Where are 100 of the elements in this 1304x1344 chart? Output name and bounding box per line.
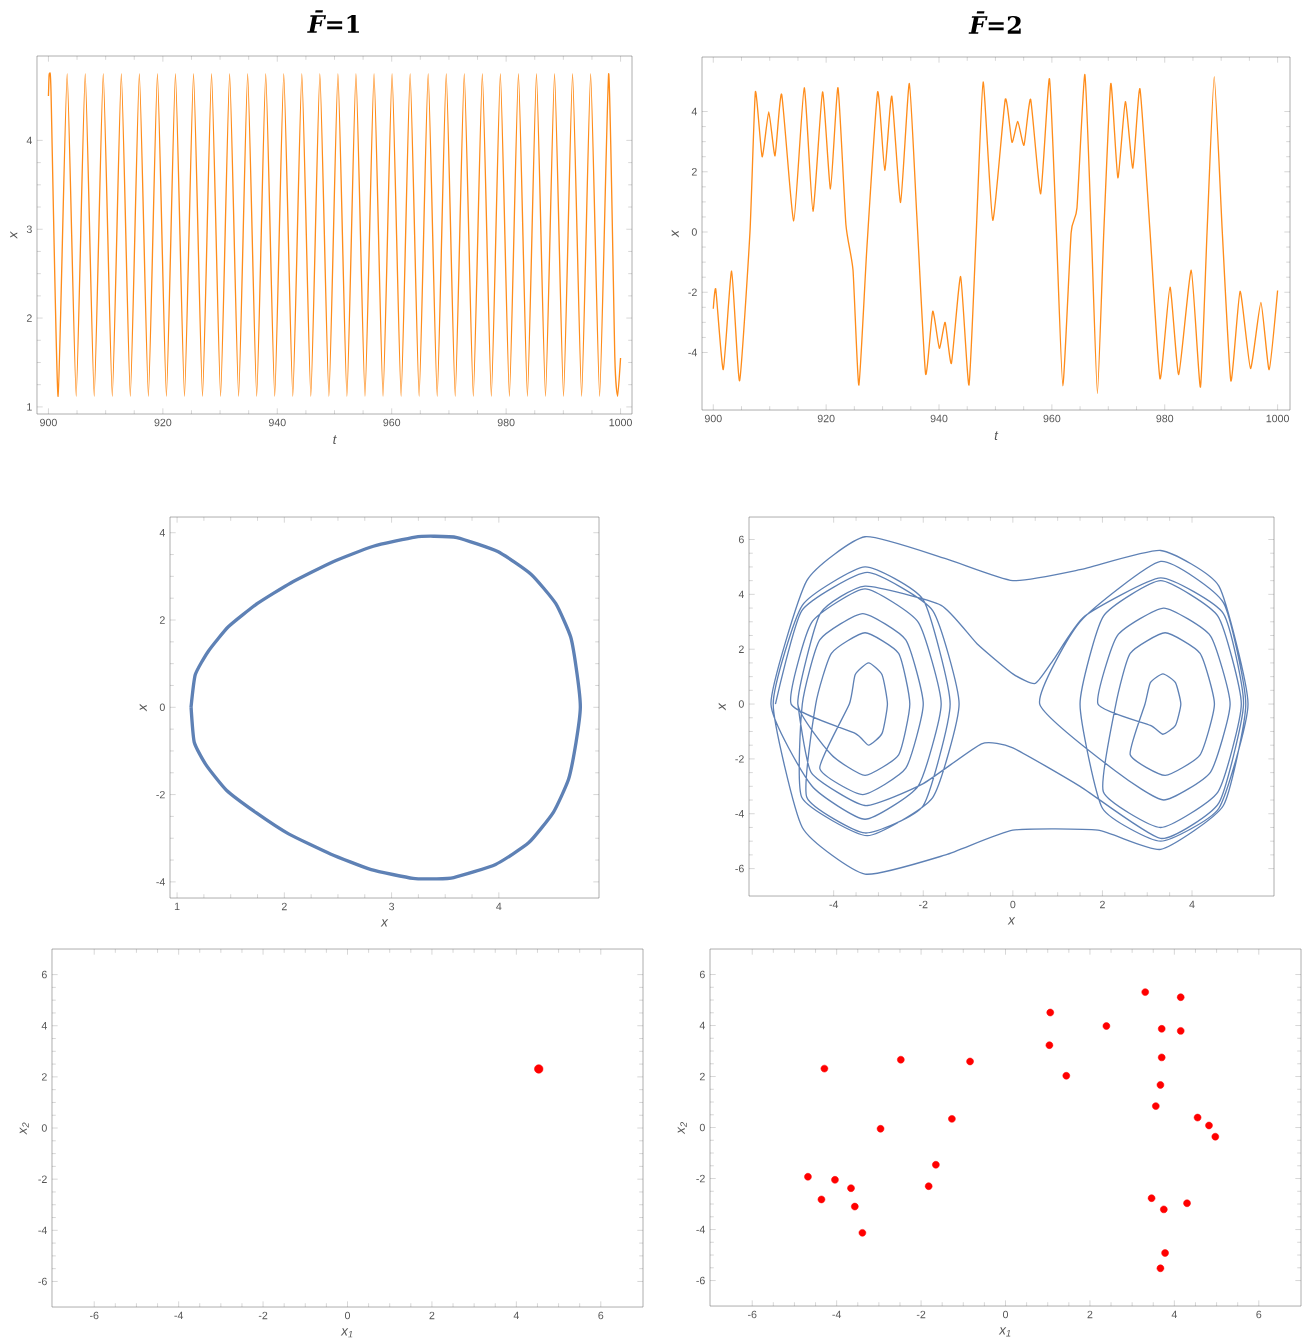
point [1156,1264,1165,1273]
y-tick-label: -4 [696,1225,706,1234]
y-tick-label: 2 [41,1073,47,1081]
y-tick-label: 1 [27,403,32,411]
x-tick-label: -4 [832,1310,842,1319]
y-tick-label: 2 [699,1072,705,1081]
x-tick-label: 1000 [1266,414,1289,423]
point [1045,1041,1054,1049]
line-series [770,536,1249,875]
y-tick-label: -2 [156,790,165,799]
x-tick-label: 2 [1100,900,1105,909]
x-tick-label: 1000 [609,418,632,427]
x-tick-label: 1 [174,902,180,911]
x-tick-label: 920 [817,414,835,423]
point [932,1161,940,1169]
y-tick-label: -4 [735,810,745,818]
point [1147,1194,1156,1202]
point [1102,1022,1111,1030]
point [1160,1205,1168,1214]
x-tick-label: 0 [1010,900,1016,909]
y-axis-title: x [139,703,147,712]
point [1156,1081,1165,1089]
y-tick-label: 3 [26,225,32,233]
point [851,1202,859,1211]
y-tick-label: -2 [735,755,744,763]
y-tick-label: -6 [38,1277,47,1286]
point [1205,1121,1213,1130]
x-tick-label: 0 [344,1311,351,1320]
line-series [47,73,622,397]
point [1193,1113,1202,1122]
x-tick-label: -2 [919,900,928,909]
x-tick-label: 4 [513,1311,520,1320]
point [876,1125,885,1133]
point [1211,1132,1220,1141]
x-tick-label: 6 [1256,1310,1262,1319]
x-tick-label: 900 [40,418,57,427]
point [831,1176,839,1184]
x-tick-label: -2 [916,1310,926,1319]
x-tick-label: 2 [1087,1310,1093,1319]
point [1141,988,1149,996]
y-axis-title: x [10,231,18,239]
y-tick-label: 0 [738,700,744,708]
x-tick-label: 900 [704,414,722,423]
x-tick-label: -6 [89,1311,99,1320]
x-tick-label: 940 [930,414,948,423]
point [897,1055,905,1064]
y-tick-label: 2 [691,168,697,176]
point [804,1173,812,1181]
x-tick-label: -4 [174,1311,184,1320]
line-series [712,73,1279,395]
point [820,1064,829,1073]
point [924,1182,933,1190]
x-tick-label: -2 [258,1311,268,1320]
x-tick-label: -6 [747,1310,757,1319]
y-tick-label: 4 [41,1022,47,1030]
y-tick-label: 4 [159,529,165,537]
y-tick-label: 4 [26,136,32,145]
point [1157,1025,1166,1033]
y-tick-label: -2 [696,1174,705,1183]
y-tick-label: -4 [688,348,698,357]
y-tick-label: 4 [699,1021,706,1030]
line-series [189,534,583,881]
x-axis-title: t [333,435,337,445]
y-tick-label: 0 [691,228,697,236]
y-tick-label: -2 [688,288,697,296]
y-tick-label: -2 [38,1175,47,1183]
y-tick-label: 6 [699,970,705,979]
point [1157,1053,1166,1062]
point [817,1195,826,1204]
point [858,1229,867,1237]
y-tick-label: 0 [699,1123,705,1132]
x-tick-label: 920 [154,418,172,427]
x-tick-label: 2 [429,1311,435,1320]
y-axis-title: x [718,702,726,711]
x-tick-label: 960 [1043,414,1061,423]
x-tick-label: 0 [1002,1310,1009,1319]
point [1183,1199,1191,1207]
x-axis-title: x [1007,917,1016,925]
y-tick-label: 4 [738,590,745,599]
point [1062,1072,1071,1080]
y-axis-title: x [671,229,679,238]
y-tick-label: 4 [691,107,698,116]
x-axis-title: x [380,919,389,927]
x-tick-label: -4 [829,900,839,909]
x-tick-label: 4 [1171,1310,1178,1319]
y-tick-label: 6 [41,970,47,979]
point [1161,1249,1169,1257]
y-axis-title: x$_{2}$ [19,1122,29,1135]
x-tick-label: 2 [281,902,287,911]
x-axis-title: x$_{1}$ [340,1328,353,1338]
chart-title: F̄=2 [968,11,1021,34]
point [1046,1008,1054,1017]
x-tick-label: 940 [268,418,286,427]
y-tick-label: 0 [41,1124,47,1132]
point [1176,993,1185,1001]
point [847,1184,855,1192]
x-tick-label: 3 [389,902,395,911]
x-tick-label: 6 [598,1311,604,1320]
point [1176,1027,1185,1035]
chart-title: F̄=1 [307,10,359,33]
